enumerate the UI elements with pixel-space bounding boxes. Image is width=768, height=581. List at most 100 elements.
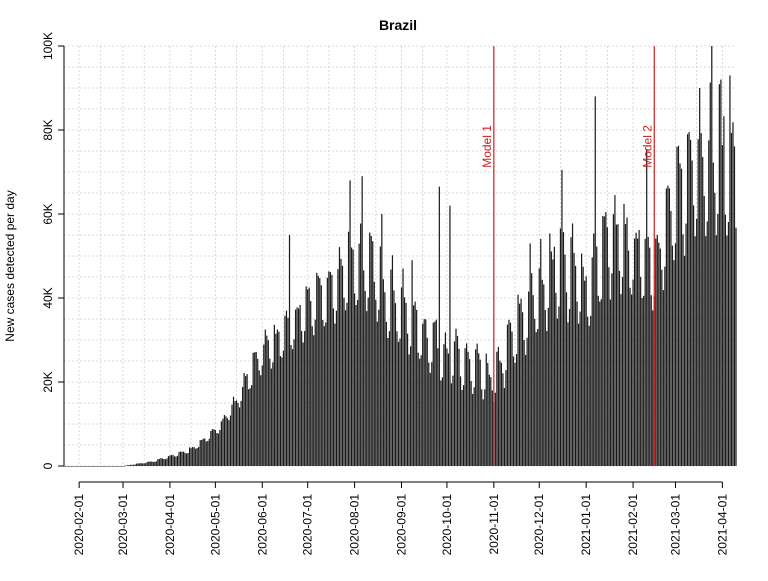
bar — [360, 223, 362, 466]
bar — [310, 301, 312, 466]
bar — [152, 461, 154, 466]
bar — [523, 340, 525, 466]
x-tick-label: 2020-04-01 — [163, 494, 177, 556]
bar — [402, 268, 404, 466]
bar — [611, 273, 613, 466]
bar — [587, 316, 589, 466]
bar — [623, 204, 625, 466]
bar — [584, 280, 586, 466]
bar — [81, 466, 83, 467]
bar — [581, 253, 583, 466]
bar — [257, 358, 259, 466]
bar — [697, 139, 699, 466]
bar — [475, 349, 477, 466]
bar — [96, 466, 98, 467]
bar — [134, 464, 136, 466]
bar — [702, 157, 704, 466]
y-tick-label: 80K — [41, 119, 55, 140]
bar — [326, 277, 328, 466]
x-tick-label: 2021-01-01 — [579, 494, 593, 556]
bar — [167, 456, 170, 466]
bar — [142, 463, 144, 466]
bar — [705, 236, 707, 466]
bar — [332, 308, 335, 466]
bar — [652, 310, 654, 466]
bar — [674, 243, 677, 466]
x-tick-label: 2020-08-01 — [348, 494, 362, 556]
bar — [211, 429, 213, 466]
bar — [93, 466, 95, 467]
bar — [108, 466, 111, 467]
bar — [117, 466, 120, 467]
bar — [559, 228, 562, 466]
bar — [231, 404, 233, 466]
bar — [355, 305, 357, 466]
annotation-label: Model 2 — [640, 125, 654, 168]
bar — [83, 466, 85, 467]
bar — [185, 453, 188, 466]
bar — [414, 301, 416, 466]
bar — [552, 259, 554, 466]
bar — [555, 292, 557, 466]
bar — [299, 304, 301, 466]
bar — [629, 287, 631, 466]
x-tick-label: 2020-03-01 — [116, 494, 130, 556]
bar — [314, 319, 316, 466]
bar — [131, 464, 133, 466]
chart-title: Brazil — [379, 17, 417, 33]
bar — [370, 235, 372, 466]
bar — [479, 359, 481, 466]
bar — [364, 290, 366, 466]
bar — [568, 309, 571, 466]
bar — [149, 461, 151, 466]
bar — [164, 459, 167, 466]
bar — [603, 216, 605, 466]
bar — [546, 330, 548, 466]
bar — [602, 215, 604, 466]
bar — [553, 246, 555, 466]
bar — [561, 169, 563, 466]
bar — [632, 279, 634, 466]
bar — [119, 466, 121, 467]
bar — [472, 393, 474, 466]
bar — [353, 293, 356, 466]
bar — [717, 213, 719, 466]
bar — [285, 310, 288, 466]
bar — [148, 461, 150, 466]
bar — [609, 299, 611, 466]
bar — [64, 466, 67, 467]
bar — [440, 380, 442, 466]
bar — [255, 352, 257, 466]
bar — [296, 307, 298, 466]
bar — [465, 343, 468, 466]
bar — [635, 232, 637, 466]
bar — [205, 441, 207, 466]
bar — [446, 348, 448, 466]
bar — [375, 299, 377, 466]
bar — [69, 466, 71, 467]
bar — [570, 237, 572, 466]
bar — [526, 337, 528, 466]
bar — [372, 241, 374, 466]
bar — [627, 250, 630, 466]
bar — [104, 466, 106, 467]
bar — [341, 265, 344, 466]
bar — [175, 456, 177, 466]
bar — [685, 223, 687, 466]
bar — [691, 160, 693, 466]
bar — [77, 466, 79, 467]
bar — [502, 373, 504, 466]
bar — [528, 291, 530, 466]
bar — [428, 362, 430, 466]
bar — [316, 272, 318, 466]
bar — [450, 383, 453, 466]
bar — [538, 268, 540, 466]
bar — [656, 234, 658, 466]
y-tick-label: 40K — [41, 287, 55, 308]
bar — [503, 388, 506, 466]
bar — [582, 266, 584, 466]
bar — [357, 299, 359, 466]
bar — [220, 421, 223, 466]
bar — [665, 188, 667, 466]
x-tick-label: 2020-12-01 — [532, 494, 546, 556]
